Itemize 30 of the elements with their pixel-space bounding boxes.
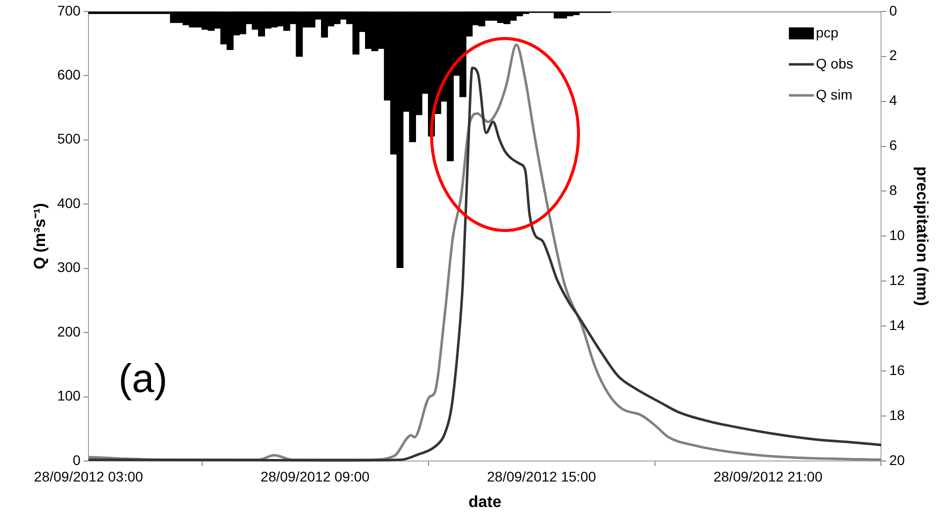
y2-tick-label: 6 [889,137,898,154]
y2-tick-label: 16 [889,362,906,378]
legend-label: Q sim [816,86,852,102]
y-tick-label: 400 [57,194,81,211]
y2-tick-label: 10 [889,227,906,244]
x-tick-label: 28/09/2012 15:00 [487,468,596,484]
y-tick-label: 100 [57,388,81,404]
y-axis-title: Q (m³s⁻¹) [32,203,50,270]
y2-tick-label: 18 [889,406,906,423]
y-tick-label: 600 [57,66,81,82]
y2-tick-label: 20 [889,452,906,468]
y-tick-label: 700 [57,2,81,18]
y2-tick-label: 12 [889,272,906,288]
y-tick-label: 0 [72,452,81,468]
legend-label: pcp [816,24,839,40]
x-tick-label: 28/09/2012 21:00 [713,468,823,484]
y2-tick-label: 8 [889,182,898,198]
legend-label: Q obs [816,55,854,72]
y2-axis-title: precipitation (mm) [912,166,930,306]
y2-tick-label: 14 [889,316,906,333]
x-tick-label: 28/09/2012 09:00 [260,468,370,484]
y-tick-label: 300 [57,259,81,276]
x-tick-label: 28/09/2012 03:00 [34,468,144,484]
y-tick-label: 500 [57,130,81,147]
y2-tick-label: 2 [889,47,898,64]
y2-tick-label: 4 [889,92,898,108]
x-axis-title: date [468,494,502,511]
annotation: (a) [118,357,168,402]
y-tick-label: 200 [57,323,81,340]
y2-tick-label: 0 [889,2,898,18]
